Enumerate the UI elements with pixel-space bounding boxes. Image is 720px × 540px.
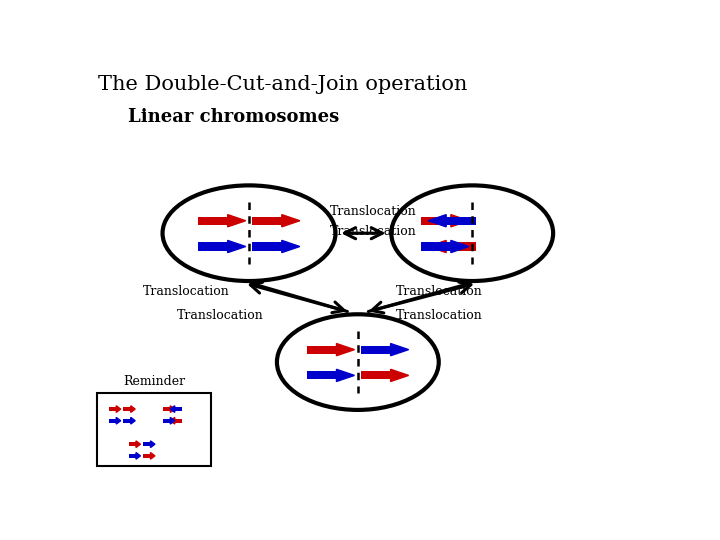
Bar [109,407,116,411]
Bar [307,372,336,380]
Bar [124,418,131,423]
Polygon shape [116,406,121,413]
Polygon shape [282,214,300,227]
Polygon shape [390,343,409,356]
Text: Translocation: Translocation [330,205,417,218]
Polygon shape [228,214,246,227]
Bar [253,217,282,225]
Polygon shape [336,369,354,382]
Bar [143,442,150,446]
Polygon shape [282,240,300,253]
Bar [109,418,116,423]
Polygon shape [171,406,175,413]
Polygon shape [171,406,175,413]
Polygon shape [150,453,155,459]
Text: Translocation: Translocation [396,285,482,298]
Bar [361,346,390,354]
Bar [198,217,228,225]
Bar [175,407,182,411]
Bar [421,242,451,251]
Polygon shape [131,417,135,424]
Bar [446,217,476,225]
Bar [421,217,451,225]
Polygon shape [428,240,446,253]
Polygon shape [171,417,175,424]
Polygon shape [116,417,121,424]
Bar [143,454,150,458]
Bar [175,418,182,423]
Bar [253,242,282,251]
Text: Translocation: Translocation [330,225,417,238]
Polygon shape [136,453,140,459]
Bar [446,242,476,251]
Bar [163,418,171,423]
Polygon shape [150,441,155,448]
Text: Translocation: Translocation [143,285,230,298]
Polygon shape [131,406,135,413]
Text: Translocation: Translocation [396,309,482,322]
Polygon shape [336,343,354,356]
Bar [361,372,390,380]
Polygon shape [428,214,446,227]
Text: Translocation: Translocation [176,309,264,322]
Bar [124,407,131,411]
Text: Linear chromosomes: Linear chromosomes [128,109,339,126]
Polygon shape [390,369,409,382]
Bar [307,346,336,354]
Bar [163,407,171,411]
Polygon shape [136,441,140,448]
Polygon shape [171,417,175,424]
Bar [129,454,136,458]
Bar [198,242,228,251]
Bar [96,393,211,466]
Text: The Double-Cut-and-Join operation: The Double-Cut-and-Join operation [99,75,468,94]
Text: Reminder: Reminder [123,375,185,388]
Polygon shape [451,240,469,253]
Bar [129,442,136,446]
Polygon shape [451,214,469,227]
Polygon shape [228,240,246,253]
